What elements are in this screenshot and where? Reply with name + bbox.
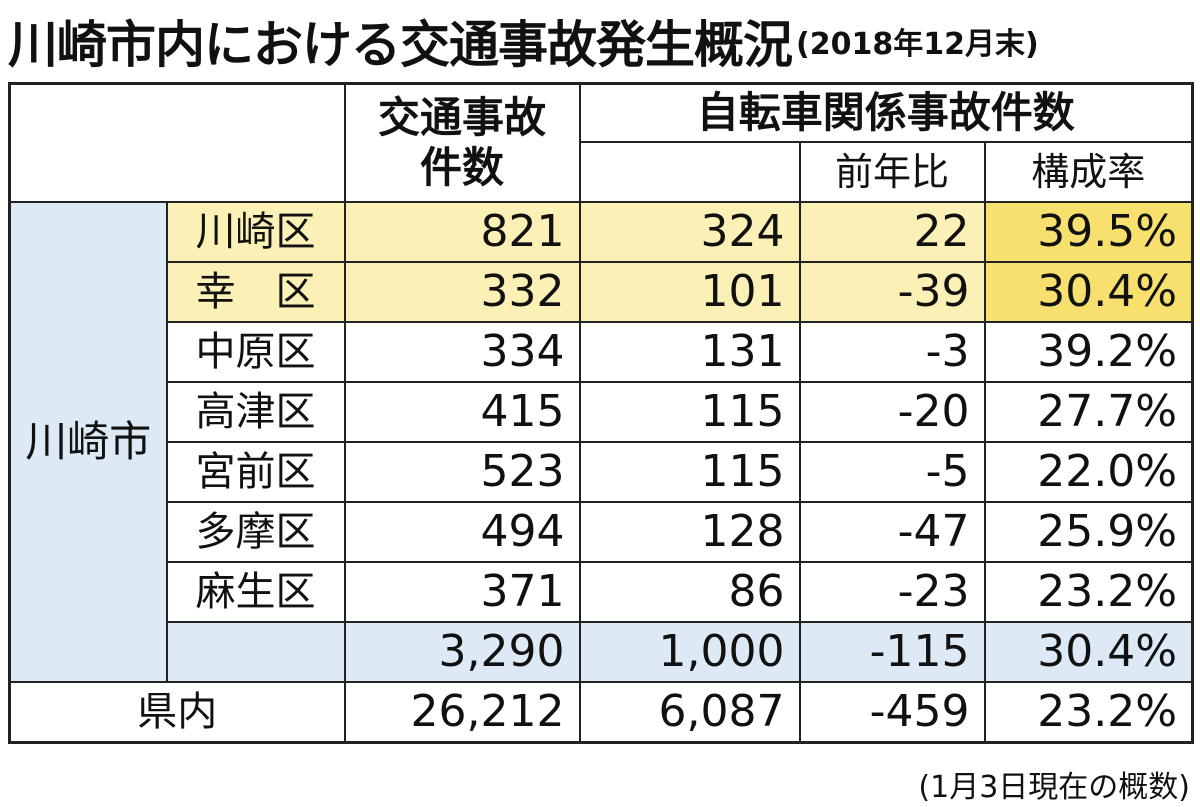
footnote: (1月3日現在の概数) — [918, 770, 1190, 805]
accident-count: 821 — [343, 201, 581, 263]
ward-name: 高津区 — [165, 381, 346, 443]
city-total-ratio: 30.4% — [983, 621, 1194, 683]
ratio-value: 25.9% — [983, 501, 1194, 563]
header-accidents-line2: 件数 — [419, 143, 504, 192]
ward-name: 川崎区 — [165, 201, 346, 263]
accident-count: 415 — [343, 381, 581, 443]
header-bicycle-group: 自転車関係事故件数 — [578, 82, 1194, 143]
bicycle-count: 131 — [578, 321, 801, 383]
bicycle-count: 128 — [578, 501, 801, 563]
prefecture-accidents: 26,212 — [343, 681, 581, 744]
header-blank-cell — [8, 82, 346, 203]
yoy-change: -39 — [798, 261, 986, 323]
ratio-value: 39.5% — [983, 201, 1194, 263]
city-total-label-cell — [165, 621, 346, 683]
header-bicycle-blank — [578, 141, 801, 203]
ratio-value: 23.2% — [983, 561, 1194, 623]
bicycle-count: 115 — [578, 381, 801, 443]
table-row: 多摩区 494 128 -47 25.9% — [10, 501, 1194, 563]
page-title: 川崎市内における交通事故発生概況 (2018年12月末) — [8, 6, 1039, 76]
table-row: 幸 区 332 101 -39 30.4% — [10, 261, 1194, 323]
ratio-value: 22.0% — [983, 441, 1194, 503]
title-date: (2018年12月末) — [796, 27, 1039, 62]
yoy-change: -23 — [798, 561, 986, 623]
bicycle-count: 324 — [578, 201, 801, 263]
ratio-value: 30.4% — [983, 261, 1194, 323]
ward-name: 幸 区 — [165, 261, 346, 323]
header-yoy: 前年比 — [798, 141, 986, 203]
table-row: 宮前区 523 115 -5 22.0% — [10, 441, 1194, 503]
accident-count: 332 — [343, 261, 581, 323]
table-row: 中原区 334 131 -3 39.2% — [10, 321, 1194, 383]
bicycle-count: 86 — [578, 561, 801, 623]
prefecture-yoy: -459 — [798, 681, 986, 744]
prefecture-bicycle: 6,087 — [578, 681, 801, 744]
ward-name: 中原区 — [165, 321, 346, 383]
header-accidents: 交通事故 件数 — [343, 82, 581, 203]
title-main: 川崎市内における交通事故発生概況 — [8, 16, 793, 74]
city-total-yoy: -115 — [798, 621, 986, 683]
city-total-row: 3,290 1,000 -115 30.4% — [10, 621, 1194, 683]
ward-name: 宮前区 — [165, 441, 346, 503]
yoy-change: 22 — [798, 201, 986, 263]
city-label: 川崎市 — [8, 201, 168, 683]
accident-count: 494 — [343, 501, 581, 563]
table-row: 麻生区 371 86 -23 23.2% — [10, 561, 1194, 623]
prefecture-label: 県内 — [8, 681, 346, 744]
header-accidents-line1: 交通事故 — [377, 92, 546, 142]
ratio-value: 39.2% — [983, 321, 1194, 383]
table-row: 川崎市 川崎区 821 324 22 39.5% — [8, 201, 1194, 683]
header-ratio: 構成率 — [983, 141, 1194, 203]
city-total-bicycle: 1,000 — [578, 621, 801, 683]
accident-count: 523 — [343, 441, 581, 503]
ward-name: 麻生区 — [165, 561, 346, 623]
yoy-change: -5 — [798, 441, 986, 503]
ward-name: 多摩区 — [165, 501, 346, 563]
city-total-accidents: 3,290 — [343, 621, 581, 683]
yoy-change: -20 — [798, 381, 986, 443]
yoy-change: -3 — [798, 321, 986, 383]
table-row: 高津区 415 115 -20 27.7% — [10, 381, 1194, 443]
bicycle-count: 101 — [578, 261, 801, 323]
yoy-change: -47 — [798, 501, 986, 563]
header-row-1: 交通事故 件数 自転車関係事故件数 — [8, 82, 1194, 203]
prefecture-ratio: 23.2% — [983, 681, 1194, 744]
accident-count: 334 — [343, 321, 581, 383]
accident-table: 交通事故 件数 自転車関係事故件数 前年比 構成率 川崎市 川崎区 821 32… — [8, 82, 1195, 744]
accident-count: 371 — [343, 561, 581, 623]
prefecture-row: 県内 26,212 6,087 -459 23.2% — [8, 681, 1194, 744]
ratio-value: 27.7% — [983, 381, 1194, 443]
header-row-2: 前年比 構成率 — [10, 141, 1194, 203]
bicycle-count: 115 — [578, 441, 801, 503]
